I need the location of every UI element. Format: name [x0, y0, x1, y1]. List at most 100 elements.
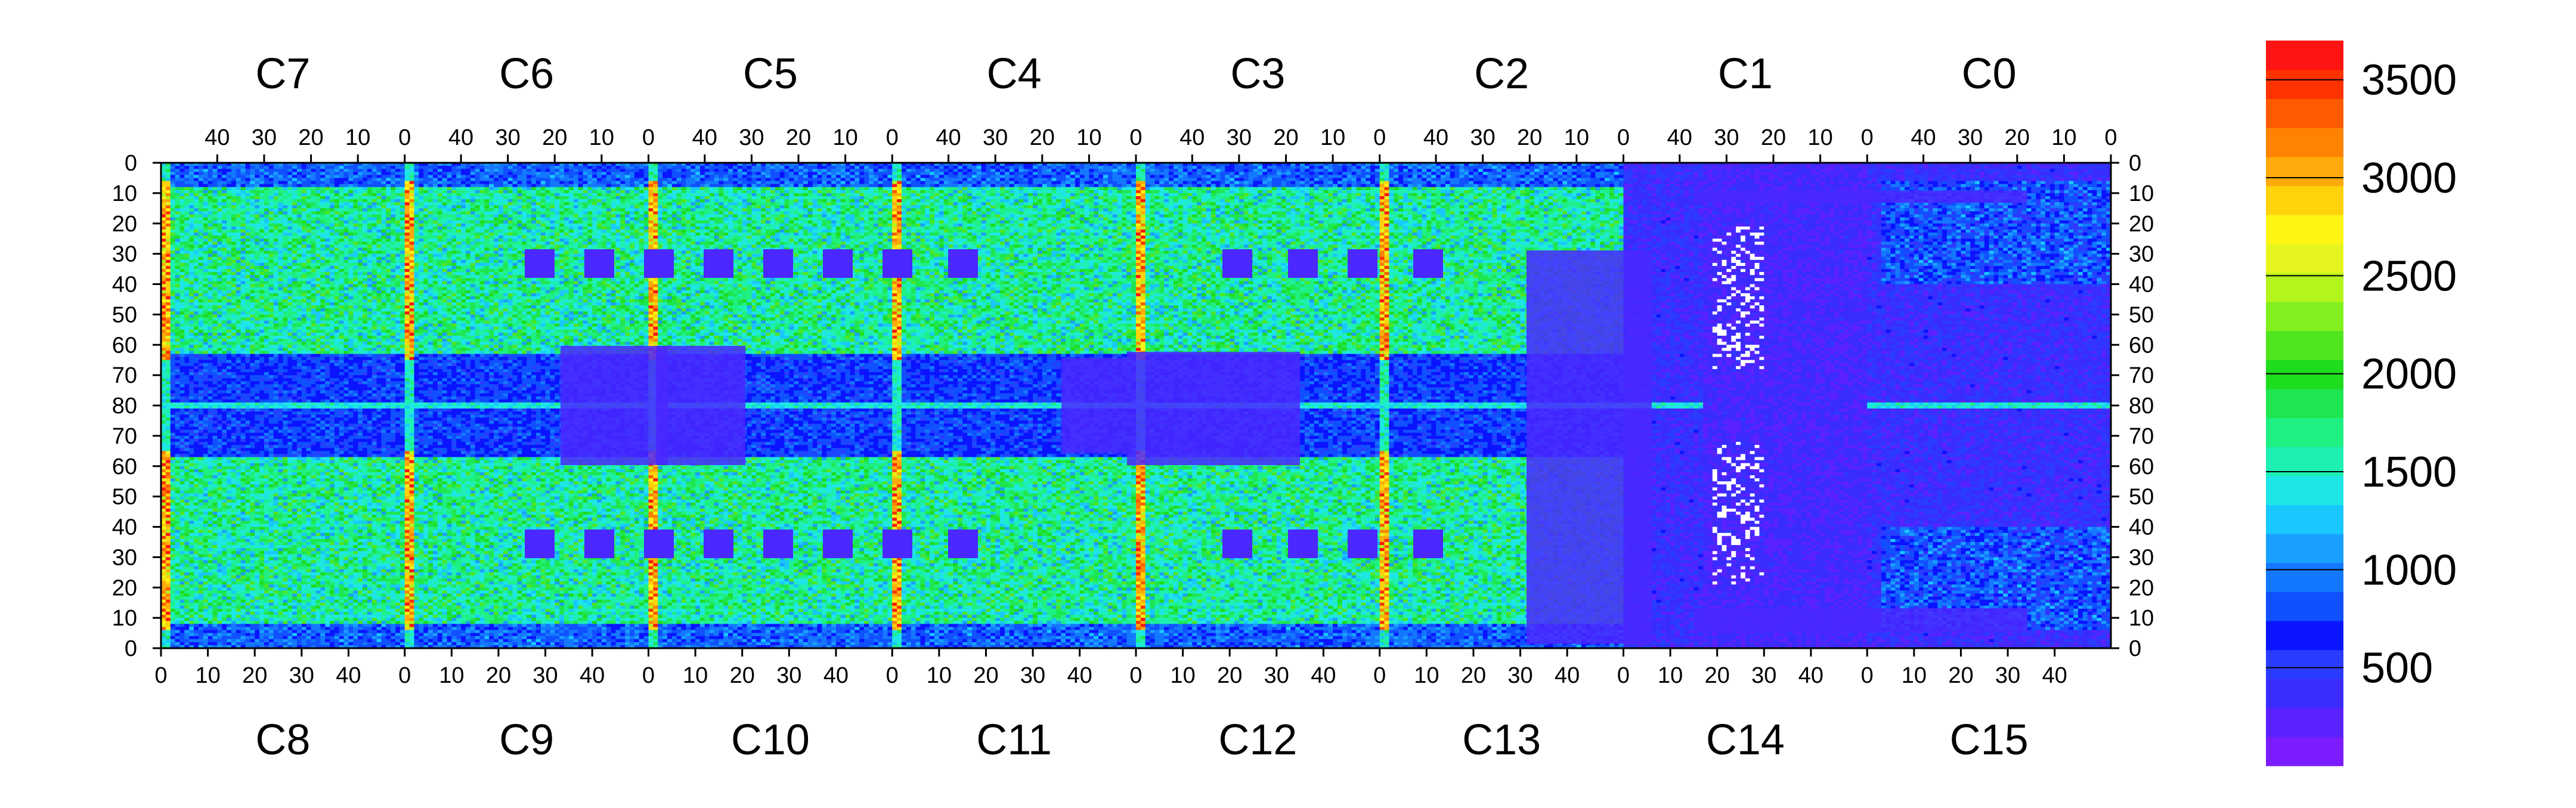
heatmap-cell — [353, 311, 363, 315]
heatmap-cell — [245, 196, 250, 200]
heatmap-cell — [325, 272, 330, 275]
heatmap-cell — [297, 166, 302, 169]
heatmap-cell — [306, 193, 311, 197]
heatmap-cell — [302, 275, 306, 278]
heatmap-cell — [287, 381, 297, 385]
heatmap-cell — [292, 269, 302, 273]
heatmap-cell — [189, 260, 194, 264]
heatmap-cell — [274, 184, 278, 188]
heatmap-cell — [241, 224, 246, 227]
heatmap-cell — [245, 330, 250, 333]
heatmap-cell — [250, 275, 255, 278]
heatmap-cell — [259, 254, 264, 258]
heatmap-cell — [377, 247, 391, 251]
heatmap-cell — [363, 305, 367, 309]
heatmap-cell — [372, 254, 377, 258]
heatmap-cell — [171, 190, 175, 194]
heatmap-cell — [203, 224, 208, 227]
heatmap-cell — [381, 181, 386, 185]
heatmap-cell — [217, 257, 222, 261]
heatmap-cell — [245, 381, 250, 385]
heatmap-cell — [171, 254, 175, 258]
heatmap-cell — [283, 287, 287, 291]
heatmap-cell — [395, 302, 405, 306]
heatmap-cell — [203, 199, 208, 203]
heatmap-cell — [353, 205, 358, 209]
heatmap-cell — [386, 230, 391, 233]
heatmap-cell — [297, 202, 302, 206]
heatmap-cell — [330, 260, 339, 264]
heatmap-cell — [348, 190, 353, 194]
heatmap-cell — [344, 336, 349, 339]
heatmap-cell — [330, 218, 335, 221]
heatmap-cell — [348, 181, 353, 185]
heatmap-cell — [358, 208, 363, 212]
heatmap-cell — [208, 233, 213, 236]
heatmap-cell — [255, 260, 269, 264]
heatmap-cell — [335, 184, 339, 188]
heatmap-cell — [391, 190, 395, 194]
heatmap-cell — [189, 178, 194, 181]
heatmap-cell — [175, 339, 180, 342]
heatmap-cell — [330, 299, 335, 303]
heatmap-cell — [208, 314, 213, 318]
heatmap-cell — [217, 314, 222, 318]
heatmap-cell — [363, 372, 367, 376]
heatmap-cell — [325, 299, 330, 303]
heatmap-cell — [274, 172, 278, 175]
heatmap-cell — [264, 214, 269, 218]
heatmap-cell — [269, 275, 274, 278]
heatmap-cell — [302, 354, 306, 358]
heatmap-cell — [283, 372, 297, 376]
heatmap-cell — [269, 363, 274, 367]
heatmap-cell — [245, 308, 250, 312]
heatmap-cell — [245, 224, 250, 227]
heatmap-cell — [171, 372, 175, 376]
heatmap-cell — [212, 314, 217, 318]
heatmap-cell — [367, 348, 372, 351]
heatmap-cell — [179, 351, 184, 354]
heatmap-cell — [236, 178, 241, 181]
heatmap-cell — [269, 351, 278, 354]
heatmap-cell — [269, 205, 274, 209]
heatmap-cell — [278, 384, 283, 388]
heatmap-cell — [330, 342, 335, 345]
heatmap-cell — [400, 311, 405, 315]
heatmap-cell — [194, 184, 199, 188]
heatmap-cell — [212, 272, 217, 275]
heatmap-cell — [367, 351, 372, 354]
heatmap-cell — [264, 345, 269, 348]
heatmap-cell — [283, 351, 287, 354]
heatmap-cell — [175, 381, 180, 385]
heatmap-cell — [348, 214, 353, 218]
heatmap-cell — [391, 363, 395, 367]
heatmap-cell — [259, 196, 269, 200]
heatmap-cell — [166, 254, 171, 258]
heatmap-cell — [255, 184, 259, 188]
heatmap-cell — [203, 342, 208, 345]
heatmap-cell — [302, 351, 311, 354]
heatmap-cell — [171, 366, 175, 370]
heatmap-cell — [353, 321, 358, 324]
heatmap-cell — [377, 324, 396, 327]
heatmap-cell — [297, 251, 306, 255]
heatmap-cell — [175, 205, 180, 209]
heatmap-cell — [245, 251, 250, 255]
heatmap-cell — [259, 317, 264, 321]
heatmap-cell — [283, 339, 287, 342]
heatmap-cell — [166, 305, 171, 309]
heatmap-cell — [311, 296, 316, 300]
heatmap-cell — [208, 378, 213, 382]
heatmap-cell — [255, 281, 259, 284]
heatmap-cell — [189, 302, 194, 306]
heatmap-cell — [189, 172, 194, 175]
heatmap-cell — [269, 336, 274, 339]
heatmap-cell — [391, 227, 395, 230]
heatmap-cell — [278, 190, 288, 194]
heatmap-cell — [311, 336, 321, 339]
heatmap-cell — [353, 281, 358, 284]
heatmap-cell — [311, 327, 316, 330]
heatmap-cell — [306, 302, 311, 306]
heatmap-cell — [278, 299, 283, 303]
heatmap-cell — [391, 381, 405, 385]
